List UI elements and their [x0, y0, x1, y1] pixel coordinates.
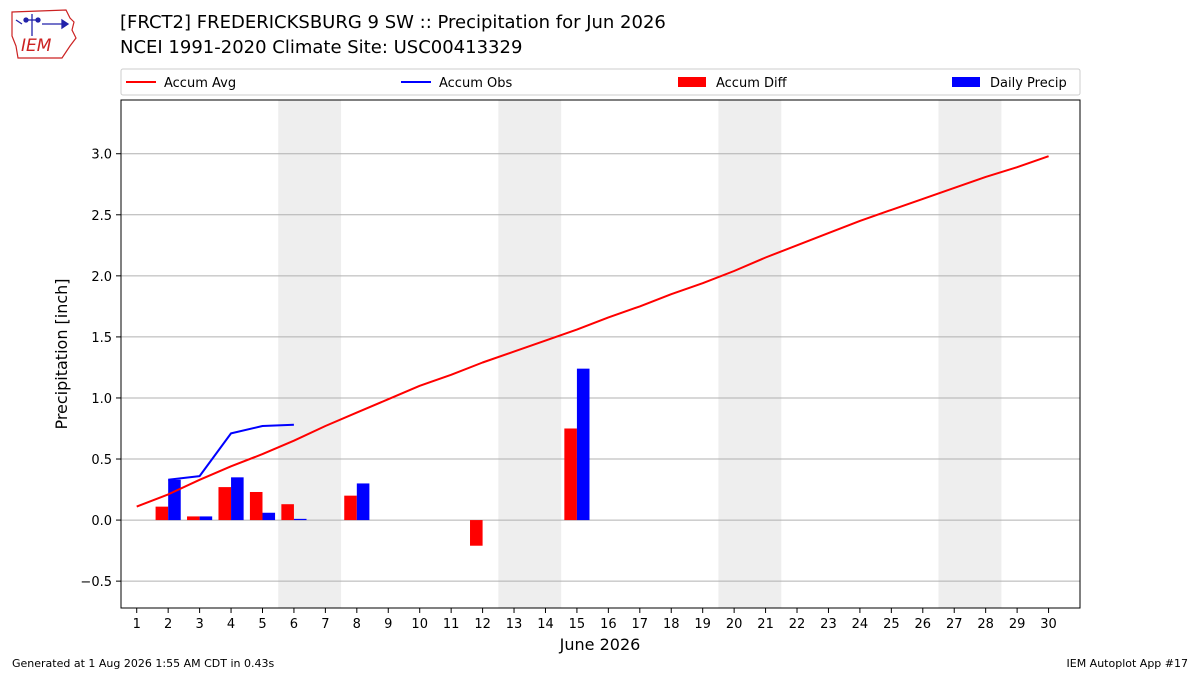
x-tick-label: 25 — [883, 617, 900, 632]
bars — [155, 368, 590, 546]
chart-title: [FRCT2] FREDERICKSBURG 9 SW :: Precipita… — [120, 12, 666, 33]
x-tick-label: 10 — [411, 617, 428, 632]
x-tick-label: 3 — [195, 617, 203, 632]
x-tick-label: 27 — [946, 617, 963, 632]
y-tick-label: 1.5 — [91, 331, 112, 346]
accum-diff-bar — [155, 506, 169, 521]
x-tick-label: 22 — [789, 617, 806, 632]
grid-lines — [121, 153, 1080, 582]
x-tick-label: 12 — [474, 617, 491, 632]
x-tick-label: 18 — [663, 617, 680, 632]
legend-label: Accum Diff — [716, 76, 788, 91]
accum-diff-bar — [218, 487, 232, 521]
y-tick-label: 0.0 — [91, 514, 112, 529]
daily-precip-bar — [168, 479, 181, 521]
y-axis-label: Precipitation [inch] — [52, 278, 71, 429]
y-tick-label: 1.0 — [91, 392, 112, 407]
legend-bar-swatch — [678, 77, 706, 87]
logo-text: IEM — [21, 36, 52, 56]
accum-avg-line — [136, 155, 1049, 508]
accum-diff-bar — [187, 516, 200, 521]
x-tick-label: 7 — [321, 617, 329, 632]
legend-label: Accum Obs — [439, 76, 512, 91]
x-tick-label: 26 — [915, 617, 932, 632]
weekend-shading — [278, 100, 1002, 608]
x-tick-label: 16 — [600, 617, 617, 632]
accum-diff-bar — [249, 491, 263, 521]
weekend-shade — [718, 100, 782, 608]
accum-diff-bar — [564, 428, 577, 521]
x-tick-label: 23 — [820, 617, 837, 632]
x-tick-label: 29 — [1009, 617, 1026, 632]
daily-precip-bar — [576, 368, 590, 521]
lines — [136, 155, 1049, 508]
y-tick-label: 2.0 — [91, 270, 112, 285]
chart-subtitle: NCEI 1991-2020 Climate Site: USC00413329 — [120, 37, 523, 58]
accum-diff-bar — [344, 495, 357, 521]
y-tick-label: 3.0 — [91, 148, 112, 163]
daily-precip-bar — [199, 516, 213, 521]
x-tick-label: 13 — [506, 617, 523, 632]
weekend-shade — [938, 100, 1002, 608]
x-tick-label: 15 — [569, 617, 586, 632]
daily-precip-bar — [356, 483, 370, 521]
x-tick-label: 11 — [443, 617, 460, 632]
footer-generated-text: Generated at 1 Aug 2026 1:55 AM CDT in 0… — [12, 657, 275, 670]
daily-precip-bar — [262, 512, 276, 521]
x-axis-label: June 2026 — [559, 635, 641, 654]
x-tick-label: 24 — [852, 617, 869, 632]
daily-precip-bar — [293, 518, 307, 521]
accum-obs-line — [168, 423, 294, 481]
legend-frame — [120, 68, 1081, 96]
daily-precip-bar — [231, 477, 244, 521]
legend-label: Accum Avg — [164, 76, 236, 91]
x-tick-label: 4 — [227, 617, 235, 632]
x-tick-label: 8 — [353, 617, 361, 632]
accum-diff-bar — [470, 520, 483, 546]
weather-station-icon — [15, 14, 70, 36]
x-tick-label: 2 — [164, 617, 172, 632]
x-tick-label: 17 — [632, 617, 649, 632]
x-tick-label: 21 — [757, 617, 774, 632]
x-tick-label: 9 — [384, 617, 392, 632]
footer-app-text: IEM Autoplot App #17 — [1066, 657, 1189, 670]
x-tick-label: 5 — [258, 617, 266, 632]
y-tick-label: −0.5 — [80, 575, 112, 590]
x-tick-label: 6 — [290, 617, 298, 632]
legend-label: Daily Precip — [990, 76, 1067, 91]
legend: Accum Avg Accum Obs Accum Diff Daily Precip — [120, 68, 1081, 96]
y-tick-label: 2.5 — [91, 209, 112, 224]
x-axis: 1 2 3 4 5 6 7 8 9 10 11 12 13 14 15 16 17 18 19 20 21 22 23 24 2… — [133, 608, 1057, 632]
x-tick-label: 19 — [694, 617, 711, 632]
iowa-map-outline — [11, 9, 77, 59]
x-tick-label: 14 — [537, 617, 554, 632]
plot-frame — [120, 99, 1081, 609]
legend-bar-swatch — [952, 77, 980, 87]
x-tick-label: 30 — [1040, 617, 1057, 632]
y-axis: −0.5 0.0 0.5 1.0 1.5 2.0 2.5 3.0 — [80, 148, 121, 590]
x-tick-label: 28 — [977, 617, 994, 632]
iem-logo: IEM — [11, 9, 77, 59]
weekend-shade — [278, 100, 342, 608]
accum-diff-bar — [281, 504, 294, 521]
y-tick-label: 0.5 — [91, 453, 112, 468]
x-tick-label: 20 — [726, 617, 743, 632]
x-tick-label: 1 — [133, 617, 141, 632]
